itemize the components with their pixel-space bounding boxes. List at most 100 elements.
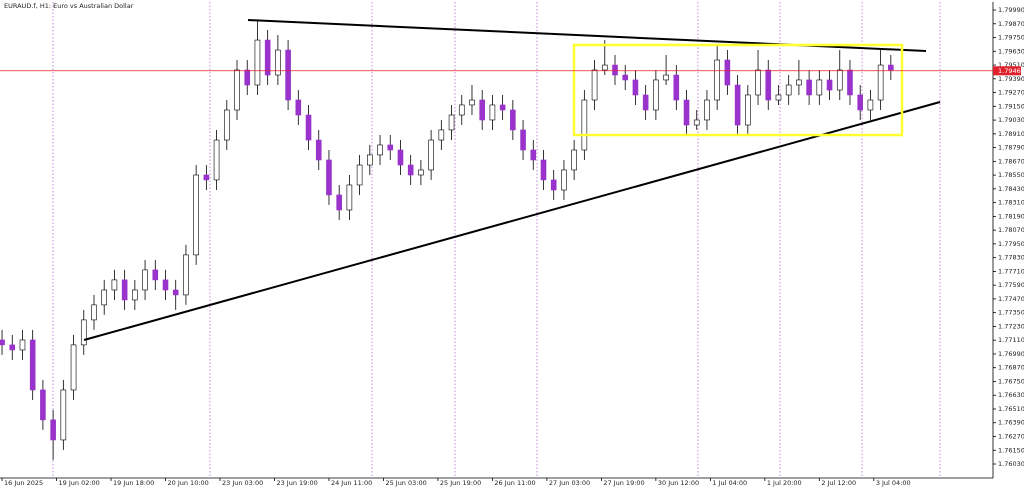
candle-body [561, 169, 567, 191]
candle-body [152, 269, 159, 281]
candle-body [418, 169, 424, 176]
candle-body [356, 164, 363, 186]
candle-body [326, 159, 332, 196]
candle-body [581, 99, 588, 151]
y-tick-label: 1.77710 [998, 267, 1024, 275]
candle-body [806, 79, 812, 96]
candle-body [397, 149, 404, 166]
chart-title: EURAUD.f, H1: Euro vs Australian Dollar [4, 2, 134, 10]
y-tick-label: 1.78670 [998, 157, 1024, 165]
x-tick-label: 3 Jul 04:00 [876, 479, 911, 487]
drawings [83, 19, 941, 341]
candle-body [367, 154, 373, 166]
candle-body [571, 149, 577, 171]
candle-body [254, 39, 261, 86]
y-tick-label: 1.76270 [998, 432, 1024, 440]
candle-body [407, 164, 414, 176]
candle-body [632, 79, 639, 96]
candles [0, 19, 894, 460]
candle-body [816, 79, 823, 96]
y-tick-label: 1.76510 [998, 405, 1024, 413]
candle-body [80, 319, 87, 346]
candle-body [877, 64, 884, 101]
candle-body [264, 39, 271, 76]
candle-body [796, 79, 802, 86]
y-tick-label: 1.76630 [998, 391, 1024, 399]
candle-body [91, 304, 97, 321]
candle-body [315, 139, 322, 161]
candle-body [550, 179, 557, 191]
y-tick-label: 1.76750 [998, 377, 1024, 385]
candle-body [479, 99, 485, 121]
candle-body [683, 99, 690, 126]
candle-body [888, 64, 894, 71]
y-tick-label: 1.78550 [998, 171, 1024, 179]
candle-body [489, 104, 496, 121]
x-tick-label: 20 Jun 10:00 [168, 479, 209, 487]
candle-body [193, 174, 199, 256]
y-tick-label: 1.76990 [998, 350, 1024, 358]
y-tick-label: 1.76870 [998, 364, 1024, 372]
candle-body [101, 289, 108, 306]
y-tick-label: 1.77950 [998, 240, 1024, 248]
x-tick-label: 27 Jun 19:00 [603, 479, 644, 487]
period-separators [52, 2, 941, 478]
y-tick-label: 1.79870 [998, 20, 1024, 28]
x-tick-label: 26 Jun 11:00 [494, 479, 535, 487]
candle-body [724, 59, 731, 86]
candle-body [203, 174, 210, 181]
x-tick-label: 25 Jun 19:00 [440, 479, 481, 487]
candle-body [673, 74, 680, 101]
y-tick-label: 1.76030 [998, 460, 1024, 468]
x-tick-label: 16 Jun 2025 [4, 479, 43, 487]
candle-body [0, 339, 5, 346]
candle-body [234, 69, 240, 111]
candle-body [9, 344, 16, 351]
y-tick-label: 1.77590 [998, 281, 1024, 289]
x-tick-label: 23 Jun 19:00 [276, 479, 317, 487]
candle-body [387, 144, 394, 151]
candle-body [714, 59, 720, 101]
y-tick-label: 1.78430 [998, 185, 1024, 193]
candle-body [765, 69, 772, 101]
candle-body [142, 269, 148, 291]
y-tick-label: 1.78790 [998, 144, 1024, 152]
candle-body [162, 279, 169, 291]
x-tick-label: 24 Jun 11:00 [331, 479, 372, 487]
y-tick-label: 1.78190 [998, 212, 1024, 220]
y-tick-label: 1.78070 [998, 226, 1024, 234]
y-tick-label: 1.79510 [998, 61, 1024, 69]
y-tick-label: 1.77830 [998, 254, 1024, 262]
candle-body [469, 99, 475, 106]
candle-body [520, 129, 526, 151]
candle-body [755, 69, 761, 96]
candle-body [693, 119, 700, 126]
candle-body [775, 94, 782, 101]
candle-body [622, 74, 629, 81]
y-tick-label: 1.79630 [998, 47, 1024, 55]
candle-body [826, 79, 833, 91]
y-tick-label: 1.77470 [998, 295, 1024, 303]
candle-body [438, 129, 445, 141]
candle-body [213, 139, 220, 181]
y-tick-label: 1.76390 [998, 419, 1024, 427]
candle-body [530, 149, 537, 161]
candle-body [734, 84, 741, 126]
candle-body [612, 64, 618, 76]
candle-body [70, 344, 77, 391]
support-trendline [83, 101, 941, 341]
candle-body [642, 94, 649, 111]
candle-body [111, 279, 118, 291]
candle-body [121, 279, 128, 301]
candle-body [857, 94, 863, 111]
x-tick-label: 1 Jul 04:00 [712, 479, 747, 487]
candle-body [601, 64, 608, 71]
candle-body [836, 69, 843, 91]
y-tick-label: 1.79030 [998, 116, 1024, 124]
x-tick-label: 23 Jun 03:00 [222, 479, 263, 487]
candle-body [591, 69, 598, 101]
candle-body [745, 94, 751, 126]
current-price-label: 1.79460 [998, 67, 1024, 75]
